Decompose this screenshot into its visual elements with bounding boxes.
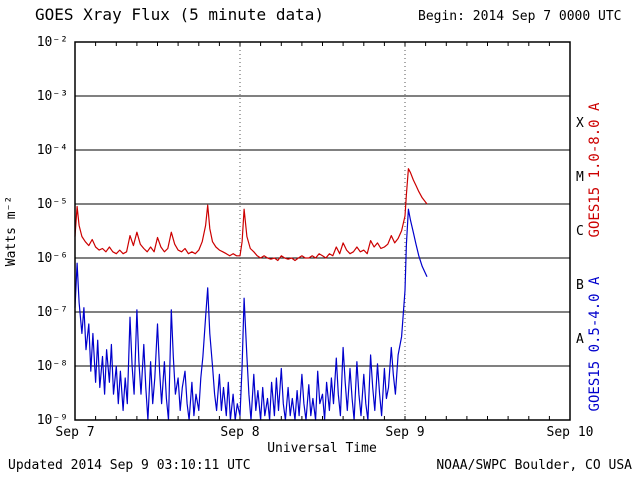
series-line-long [74, 168, 428, 262]
y-tick-label: 10⁻⁸ [37, 359, 68, 374]
x-tick-label: Sep 10 [547, 425, 594, 440]
x-tick-label: Sep 7 [55, 425, 94, 440]
flare-class-label: C [576, 224, 584, 239]
begin-timestamp-label: Begin: 2014 Sep 7 0000 UTC [418, 9, 622, 24]
flare-class-label: A [576, 332, 584, 347]
y-tick-label: 10⁻⁶ [37, 251, 68, 266]
x-axis-label: Universal Time [267, 441, 377, 456]
credit-label: NOAA/SWPC Boulder, CO USA [436, 458, 632, 473]
flare-class-label: M [576, 170, 584, 185]
flare-class-label: X [576, 116, 584, 131]
x-tick-label: Sep 8 [220, 425, 259, 440]
plot-area: Sep 7 Sep 8 Sep 9 Sep 10 10⁻² 10⁻³ 10⁻⁴ 10⁻⁵ 10⁻… [37, 35, 594, 440]
short-channel-label: GOES15 0.5-4.0 A [587, 276, 603, 411]
y-tick-label: 10⁻⁷ [37, 305, 68, 320]
flare-class-label: B [576, 278, 584, 293]
y-tick-label: 10⁻⁹ [37, 413, 68, 428]
series-line-short [74, 208, 428, 421]
plot-frame [74, 41, 571, 421]
chart-title: GOES Xray Flux (5 minute data) [35, 5, 324, 24]
y-axis-label: Watts m⁻² [4, 196, 19, 266]
y-tick-label: 10⁻⁵ [37, 197, 68, 212]
y-tick-label: 10⁻⁴ [37, 143, 68, 158]
y-tick-label: 10⁻³ [37, 89, 68, 104]
x-tick-label: Sep 9 [385, 425, 424, 440]
updated-timestamp: Updated 2014 Sep 9 03:10:11 UTC [8, 458, 251, 473]
long-channel-label: GOES15 1.0-8.0 A [587, 102, 603, 237]
y-tick-label: 10⁻² [37, 35, 68, 50]
